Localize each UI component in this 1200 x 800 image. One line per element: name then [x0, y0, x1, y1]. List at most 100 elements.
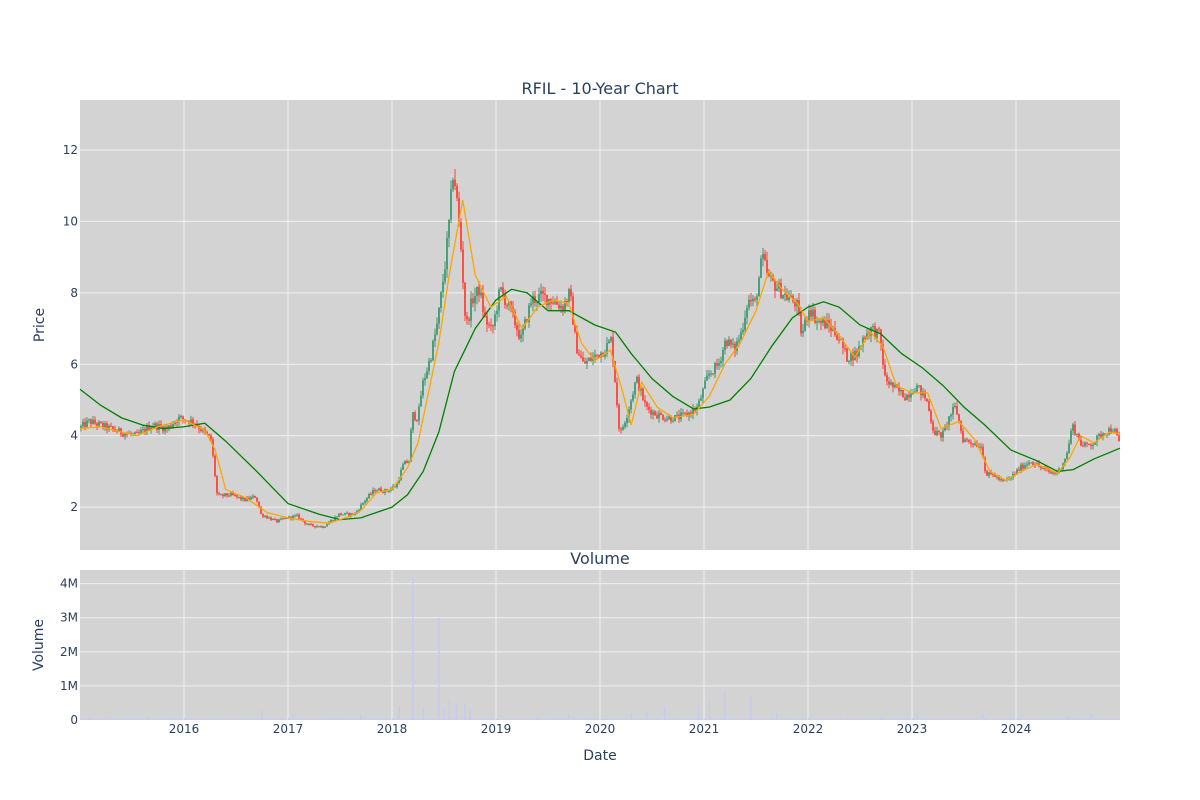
volume-bar: [1028, 718, 1030, 720]
volume-bar: [312, 719, 314, 720]
volume-bar: [612, 718, 614, 720]
price-y-axis-title: Price: [32, 308, 48, 342]
volume-bar: [784, 718, 786, 720]
volume-bar: [676, 718, 678, 720]
volume-bar: [90, 718, 92, 720]
volume-y-tick-label: 0: [70, 713, 78, 727]
volume-bar: [1012, 719, 1014, 720]
candle-body: [424, 378, 426, 381]
volume-bar: [302, 718, 304, 720]
candle-body: [634, 382, 636, 395]
volume-bar: [500, 719, 502, 720]
candle-body: [1010, 477, 1012, 479]
volume-bar: [1008, 719, 1010, 720]
candle-body: [802, 330, 804, 334]
volume-bar: [588, 718, 590, 720]
volume-bar: [572, 718, 574, 720]
volume-bar: [298, 719, 300, 720]
volume-bar: [896, 718, 898, 720]
candle-body: [710, 373, 712, 375]
volume-bar: [240, 718, 242, 720]
volume-bar: [520, 718, 522, 720]
volume-bar: [610, 718, 612, 720]
volume-bar: [970, 719, 972, 720]
volume-bar: [526, 719, 528, 720]
candle-body: [422, 380, 424, 396]
volume-bar: [150, 719, 152, 720]
volume-spike-bar: [360, 714, 362, 720]
volume-bar: [92, 718, 94, 720]
volume-bar: [1060, 718, 1062, 720]
volume-bar: [442, 718, 444, 720]
volume-bar: [660, 718, 662, 720]
candle-body: [452, 179, 454, 190]
candle-body: [440, 292, 442, 308]
candle-body: [298, 514, 300, 519]
candle-body: [988, 472, 990, 476]
candle-body: [182, 416, 184, 420]
candle-body: [150, 427, 152, 431]
volume-bar: [810, 718, 812, 720]
volume-bar: [790, 718, 792, 720]
candle-body: [598, 354, 600, 358]
volume-bar: [392, 718, 394, 720]
candle-body: [86, 420, 88, 427]
candle-body: [520, 334, 522, 339]
candle-body: [480, 292, 482, 296]
candle-body: [1002, 479, 1004, 481]
volume-bar: [104, 719, 106, 720]
volume-bar: [744, 718, 746, 720]
candle-body: [570, 289, 572, 297]
volume-bar: [148, 719, 150, 720]
volume-bar: [886, 719, 888, 720]
price-y-tick-label: 8: [70, 286, 78, 300]
candle-body: [1024, 465, 1026, 469]
volume-spike-bar: [464, 703, 466, 720]
candle-body: [306, 523, 308, 525]
volume-bar: [654, 718, 656, 720]
candle-body: [980, 446, 982, 448]
candle-body: [1040, 466, 1042, 469]
volume-bar: [760, 718, 762, 720]
volume-bar: [932, 719, 934, 720]
volume-bar: [258, 718, 260, 720]
volume-spike-bar: [292, 712, 294, 720]
candle-body: [180, 416, 182, 418]
volume-bar: [518, 718, 520, 720]
candle-body: [942, 430, 944, 438]
candle-body: [818, 320, 820, 322]
candle-body: [836, 335, 838, 340]
volume-bar: [1106, 718, 1108, 720]
candle-body: [102, 422, 104, 428]
candle-body: [872, 326, 874, 328]
candle-body: [1098, 434, 1100, 436]
candle-body: [286, 517, 288, 519]
volume-bar: [674, 718, 676, 720]
candle-body: [196, 424, 198, 427]
candle-body: [1086, 442, 1088, 444]
volume-bar: [1116, 718, 1118, 720]
candle-body: [274, 518, 276, 520]
candle-body: [126, 433, 128, 435]
candle-body: [492, 325, 494, 327]
volume-bar: [1032, 719, 1034, 720]
volume-spike-bar: [1067, 715, 1069, 720]
volume-bar: [350, 718, 352, 720]
candle-body: [928, 401, 930, 411]
candle-body: [476, 286, 478, 297]
candle-body: [154, 423, 156, 427]
candle-body: [1042, 468, 1044, 470]
candle-body: [906, 394, 908, 401]
candle-body: [644, 400, 646, 403]
candle-body: [106, 423, 108, 430]
candle-body: [666, 419, 668, 421]
candle-body: [562, 306, 564, 311]
candle-body: [1030, 462, 1032, 464]
volume-bar: [628, 719, 630, 720]
candle-body: [262, 513, 264, 517]
volume-bar: [558, 718, 560, 720]
candle-body: [812, 309, 814, 317]
volume-bar: [120, 719, 122, 720]
volume-bar: [814, 719, 816, 720]
